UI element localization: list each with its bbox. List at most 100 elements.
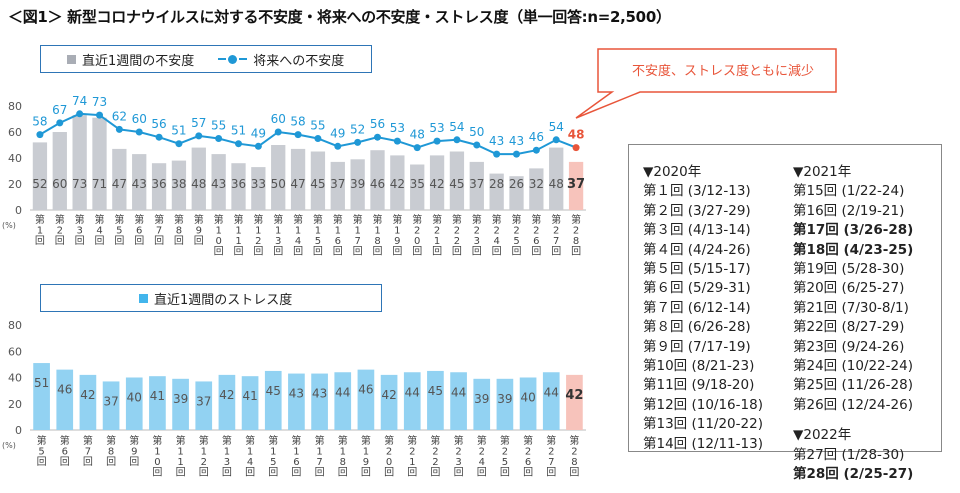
schedule-row: 第３回 (4/13-14) — [643, 222, 751, 239]
anxiety-bar — [290, 148, 306, 210]
anxiety-bar-value: 60 — [52, 177, 67, 191]
schedule-row: 第28回 (2/25-27) — [793, 466, 914, 483]
stress-bar — [172, 378, 189, 430]
schedule-row: 第17回 (3/26-28) — [793, 222, 914, 239]
anxiety-bar — [330, 161, 345, 210]
schedule-col-2020: ▼2020年 第１回 (3/12-13) 第２回 (3/27-29) 第３回 (4/… — [643, 163, 763, 454]
future-anxiety-value: 48 — [410, 128, 425, 142]
future-anxiety-point — [393, 137, 401, 145]
future-anxiety-point — [334, 142, 342, 150]
future-anxiety-value: 50 — [469, 125, 484, 139]
anxiety-bar-value: 35 — [410, 177, 425, 191]
future-anxiety-value: 54 — [449, 120, 464, 134]
stress-bar-value: 44 — [335, 385, 350, 399]
legend-stress-swatch — [139, 293, 148, 303]
schedule-row: 第14回 (12/11-13) — [643, 435, 763, 452]
anxiety-bar — [350, 159, 365, 210]
future-anxiety-value: 43 — [489, 134, 504, 148]
callout-text: 不安度、ストレス度ともに減少 — [631, 64, 814, 79]
future-anxiety-point — [473, 141, 481, 149]
top-ytick-label: 80 — [8, 100, 22, 113]
top-ytick-label: 20 — [8, 178, 22, 191]
future-anxiety-value: 57 — [191, 116, 206, 130]
anxiety-bar — [568, 161, 584, 210]
schedule-header-2020: ▼2020年 — [643, 164, 702, 180]
schedule-row: 第16回 (2/19-21) — [793, 202, 905, 219]
top-unit-label: (%) — [2, 221, 16, 230]
stress-bar — [125, 377, 143, 430]
future-anxiety-point — [572, 144, 580, 152]
stress-bar — [427, 370, 444, 430]
anxiety-bar-value: 39 — [350, 177, 365, 191]
schedule-row: 第11回 (9/18-20) — [643, 377, 755, 394]
future-anxiety-point — [155, 133, 163, 141]
stress-bar-value: 40 — [127, 391, 142, 405]
future-anxiety-point — [56, 119, 64, 127]
future-anxiety-value: 67 — [52, 103, 67, 117]
anxiety-bar-value: 37 — [469, 177, 484, 191]
stress-bar-value: 45 — [266, 384, 281, 398]
stress-bar-value: 39 — [497, 392, 512, 406]
future-anxiety-point — [493, 150, 501, 158]
stress-bar — [288, 373, 305, 430]
stress-bar — [79, 374, 97, 430]
anxiety-bar-value: 47 — [112, 177, 127, 191]
future-anxiety-point — [135, 128, 143, 136]
future-anxiety-value: 43 — [509, 134, 524, 148]
anxiety-bar-value: 71 — [92, 177, 107, 191]
anxiety-bar — [211, 154, 226, 210]
top-ytick-label: 60 — [8, 126, 22, 139]
bottom-ytick-label: 20 — [8, 398, 22, 411]
schedule-row: 第24回 (10/22-24) — [793, 358, 913, 375]
future-anxiety-point — [115, 125, 123, 133]
anxiety-bar — [32, 142, 48, 210]
schedule-row: 第10回 (8/21-23) — [643, 358, 755, 375]
schedule-header-2022: ▼2022年 — [793, 427, 852, 444]
future-anxiety-value: 51 — [171, 124, 186, 138]
future-anxiety-value: 53 — [390, 121, 405, 135]
anxiety-bar-value: 33 — [251, 177, 266, 191]
stress-bar — [566, 374, 583, 430]
future-anxiety-point — [76, 110, 84, 118]
anxiety-bar — [549, 147, 564, 210]
future-anxiety-point — [552, 136, 560, 144]
anxiety-bar — [191, 147, 206, 210]
legend-top: 直近1週間の不安度 将来への不安度 — [40, 45, 372, 73]
future-anxiety-point — [513, 150, 520, 158]
top-ytick-label: 40 — [8, 152, 22, 165]
schedule-box: ▼2020年 第１回 (3/12-13) 第２回 (3/27-29) 第３回 (4/… — [628, 144, 942, 482]
schedule-row: 第７回 (6/12-14) — [643, 299, 751, 316]
schedule-row: 第２回 (3/27-29) — [643, 202, 751, 219]
legend-bar-swatch — [67, 54, 76, 64]
stress-bar-value: 45 — [428, 384, 443, 398]
legend-line-label: 将来への不安度 — [253, 53, 345, 69]
stress-bar — [450, 372, 467, 430]
bottom-ytick-label: 80 — [8, 319, 22, 332]
schedule-row: 第15回 (1/22-24) — [793, 183, 905, 200]
stress-bar — [473, 378, 491, 430]
schedule-row: 第６回 (5/29-31) — [643, 280, 751, 297]
future-anxiety-value: 58 — [290, 115, 305, 129]
stress-bar — [380, 374, 398, 430]
